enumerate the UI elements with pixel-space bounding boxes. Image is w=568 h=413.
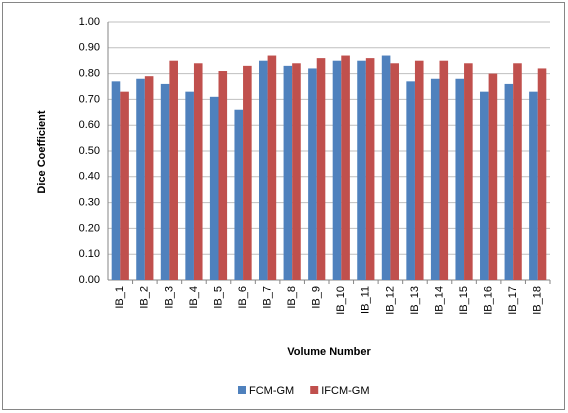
y-tick-label: 0.50 xyxy=(79,145,100,157)
y-tick-label: 0.20 xyxy=(79,222,100,234)
bar xyxy=(414,60,424,281)
y-axis-label: Dice Coefficient xyxy=(36,110,48,193)
y-tick-label: 0.00 xyxy=(79,274,100,286)
bar xyxy=(185,91,194,280)
legend-swatch xyxy=(310,386,319,394)
x-tick-label: IB_6 xyxy=(237,286,249,309)
bar xyxy=(488,73,498,280)
x-tick-label: IB_8 xyxy=(286,286,298,309)
x-tick-label: IB_10 xyxy=(335,286,347,315)
bar xyxy=(218,71,228,281)
bar xyxy=(111,81,121,280)
bar xyxy=(381,55,391,280)
y-tick-label: 0.90 xyxy=(79,42,100,54)
bar xyxy=(439,60,449,281)
y-tick-label: 0.40 xyxy=(79,171,100,183)
x-tick-label: IB_12 xyxy=(384,286,396,315)
y-tick-label: 0.10 xyxy=(79,248,100,260)
bar xyxy=(537,68,547,280)
bar xyxy=(464,63,473,280)
x-tick-label: IB_15 xyxy=(458,286,470,315)
bar xyxy=(267,55,277,280)
bar xyxy=(209,96,219,280)
y-tick-label: 0.30 xyxy=(79,197,100,209)
bar xyxy=(341,55,350,280)
x-tick-label: IB_17 xyxy=(507,286,519,315)
bar xyxy=(120,91,129,280)
y-tick-label: 0.60 xyxy=(79,119,100,131)
x-tick-label: IB_3 xyxy=(163,286,175,309)
bar xyxy=(455,78,465,280)
bar xyxy=(243,65,252,280)
bar xyxy=(513,63,522,280)
y-tick-label: 1.00 xyxy=(79,16,100,28)
y-tick-label: 0.80 xyxy=(79,68,100,80)
bar xyxy=(259,60,268,281)
x-tick-label: IB_16 xyxy=(483,286,495,315)
bar xyxy=(480,91,489,280)
bar xyxy=(390,63,399,280)
bar xyxy=(316,58,326,281)
bar xyxy=(160,83,170,280)
bar xyxy=(529,91,538,280)
bar xyxy=(292,63,301,280)
bar xyxy=(234,109,244,280)
legend-label: FCM-GM xyxy=(249,385,294,397)
x-tick-label: IB_9 xyxy=(311,286,323,309)
legend-label: IFCM-GM xyxy=(321,385,369,397)
x-tick-label: IB_13 xyxy=(409,286,421,315)
bar xyxy=(136,78,145,280)
x-axis-label: Volume Number xyxy=(287,346,371,358)
legend-swatch xyxy=(238,386,246,394)
x-tick-label: IB_11 xyxy=(360,286,372,314)
x-tick-label: IB_2 xyxy=(139,286,151,309)
x-tick-label: IB_5 xyxy=(212,286,224,309)
bar xyxy=(169,60,178,281)
bar xyxy=(504,83,514,280)
x-tick-label: IB_18 xyxy=(532,286,544,315)
bar xyxy=(365,58,375,281)
bar xyxy=(308,68,317,280)
bar xyxy=(144,76,154,281)
y-tick-label: 0.70 xyxy=(79,93,100,105)
bar xyxy=(430,78,440,280)
bar xyxy=(332,60,342,281)
bar xyxy=(357,60,366,281)
bar xyxy=(283,65,293,280)
x-tick-label: IB_7 xyxy=(262,286,274,309)
bar xyxy=(193,63,203,280)
x-tick-label: IB_14 xyxy=(433,286,445,315)
x-tick-label: IB_1 xyxy=(114,286,126,309)
x-tick-label: IB_4 xyxy=(188,286,200,309)
bar xyxy=(406,81,415,280)
